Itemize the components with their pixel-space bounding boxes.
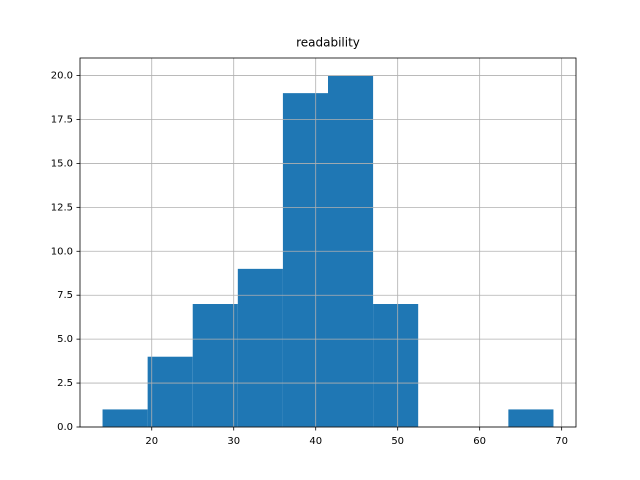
bar: [508, 409, 554, 427]
bar: [282, 93, 328, 428]
y-tick-label: 0.0: [57, 422, 73, 433]
y-tick-label: 15.0: [51, 158, 73, 169]
chart-title: readability: [296, 36, 360, 50]
y-tick-label: 10.0: [51, 246, 73, 257]
y-tick-label: 17.5: [51, 115, 73, 126]
y-tick-label: 12.5: [51, 202, 73, 213]
bar: [237, 268, 283, 427]
x-tick-label: 40: [309, 436, 322, 447]
bar: [102, 409, 148, 427]
y-tick-label: 5.0: [57, 334, 73, 345]
x-tick-label: 50: [391, 436, 404, 447]
plot-frame: [79, 57, 577, 428]
x-tick-label: 70: [555, 436, 568, 447]
x-tick-label: 20: [145, 436, 158, 447]
bar: [192, 304, 238, 427]
y-tick-label: 7.5: [57, 290, 73, 301]
x-tick-label: 30: [227, 436, 240, 447]
bar: [373, 304, 419, 427]
bar: [147, 356, 193, 427]
y-tick-label: 20.0: [51, 71, 73, 82]
y-tick-label: 2.5: [57, 378, 73, 389]
x-tick-label: 60: [473, 436, 486, 447]
